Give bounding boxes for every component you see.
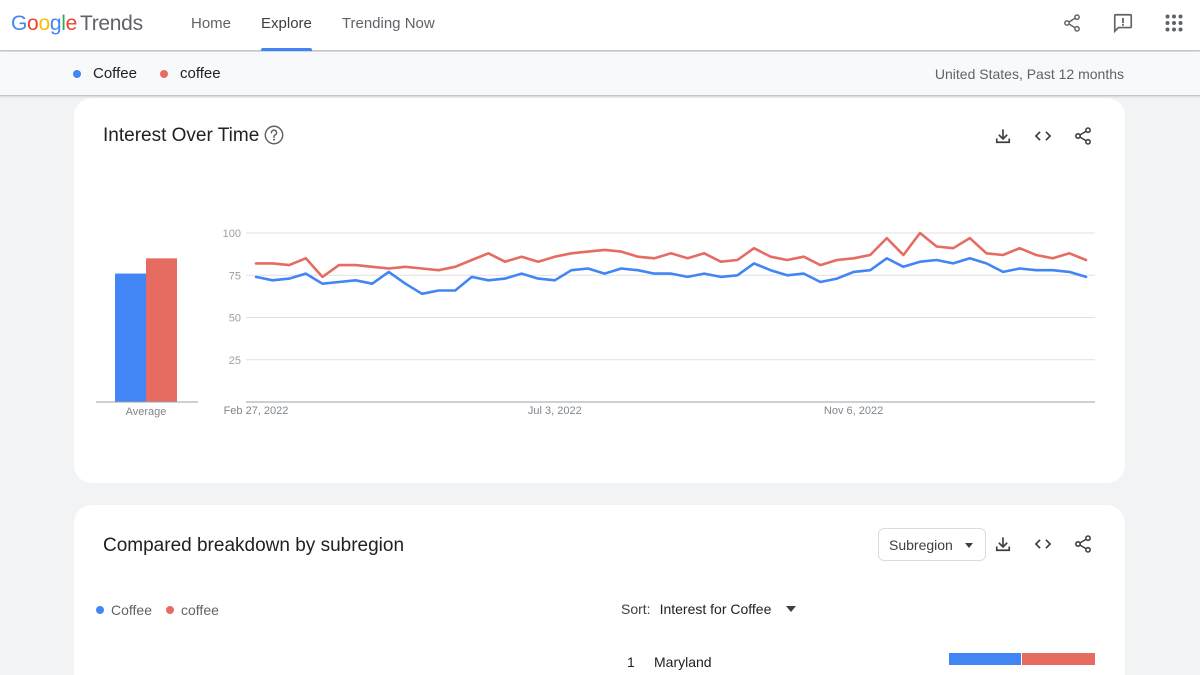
top-actions [1060,11,1186,35]
logo-letter: g [49,12,62,35]
row-rank: 1 [627,654,635,670]
sort-control[interactable]: Sort: Interest for Coffee [621,601,797,617]
share-bar-coffee-lower [1022,653,1095,665]
legend-label: Coffee [111,602,152,618]
average-label: Average [126,406,167,418]
logo-letter: o [38,12,50,35]
sort-dropdown-arrow-icon[interactable] [786,606,797,612]
series-line-coffee-lower [254,231,1088,279]
series-color-dot [166,606,174,614]
series-color-dot [160,69,168,78]
subregion-card: Compared breakdown by subregion Subregio… [74,505,1125,675]
y-tick-label: 50 [229,313,241,325]
download-icon[interactable] [991,532,1015,556]
subregion-legend: Coffee coffee [96,602,219,618]
series-color-dot [96,606,104,614]
x-tick-label: Jul 3, 2022 [528,405,582,417]
search-term-chip[interactable]: coffee [160,65,221,82]
help-icon[interactable] [263,124,285,146]
subregion-row[interactable]: 1 Maryland [627,654,712,670]
card-title: Interest Over Time [103,125,260,146]
feedback-icon[interactable] [1111,11,1135,35]
search-term-label: coffee [180,65,221,82]
y-tick-label: 25 [229,355,241,367]
share-icon[interactable] [1071,532,1095,556]
share-icon[interactable] [1060,11,1084,35]
logo-trends-text: Trends [79,12,143,35]
nav-home[interactable]: Home [191,15,232,32]
embed-icon[interactable] [1031,124,1055,148]
y-tick-label: 75 [229,270,241,282]
dropdown-arrow-icon [965,543,973,548]
region-time-filter[interactable]: United States, Past 12 months [934,66,1124,82]
logo-letter: l [61,12,66,35]
x-tick-label: Feb 27, 2022 [224,405,289,417]
y-tick-label: 100 [223,228,241,240]
logo-letter: o [27,12,39,35]
average-bar [146,258,177,402]
search-term-chip[interactable]: Coffee [73,65,137,82]
download-icon[interactable] [991,124,1015,148]
legend-item: coffee [166,602,219,618]
sort-label: Sort: [621,601,651,617]
comparison-bar: Coffee coffee United States, Past 12 mon… [0,52,1200,96]
search-term-label: Coffee [93,65,137,82]
dropdown-value: Subregion [889,537,953,553]
interest-over-time-chart: 25 50 75 100 Feb 27, 2022 Jul 3, 2022 Nov 6, 2… [96,228,1095,418]
logo-letter: G [11,12,28,35]
subregion-dropdown[interactable]: Subregion [878,528,986,561]
average-bar [115,273,146,402]
row-region-name: Maryland [654,654,712,670]
nav-explore[interactable]: Explore [246,0,327,51]
main-nav: Home Explore Trending Now [191,0,450,51]
series-color-dot [73,69,81,78]
share-icon[interactable] [1071,124,1095,148]
nav-trending-now[interactable]: Trending Now [341,15,435,32]
share-bar-coffee [949,653,1021,665]
series-line-coffee-upper [254,257,1088,296]
card-actions [991,124,1095,148]
sort-value: Interest for Coffee [659,601,772,617]
card-actions [991,532,1095,556]
embed-icon[interactable] [1031,532,1055,556]
apps-grid-icon[interactable] [1162,11,1186,35]
interest-over-time-card: Interest Over Time 25 50 75 100 Feb 27, 2022… [74,98,1125,483]
card-title: Compared breakdown by subregion [103,535,405,556]
x-tick-label: Nov 6, 2022 [824,405,883,417]
logo-letter: e [65,12,78,35]
legend-item: Coffee [96,602,152,618]
legend-label: coffee [181,602,219,618]
